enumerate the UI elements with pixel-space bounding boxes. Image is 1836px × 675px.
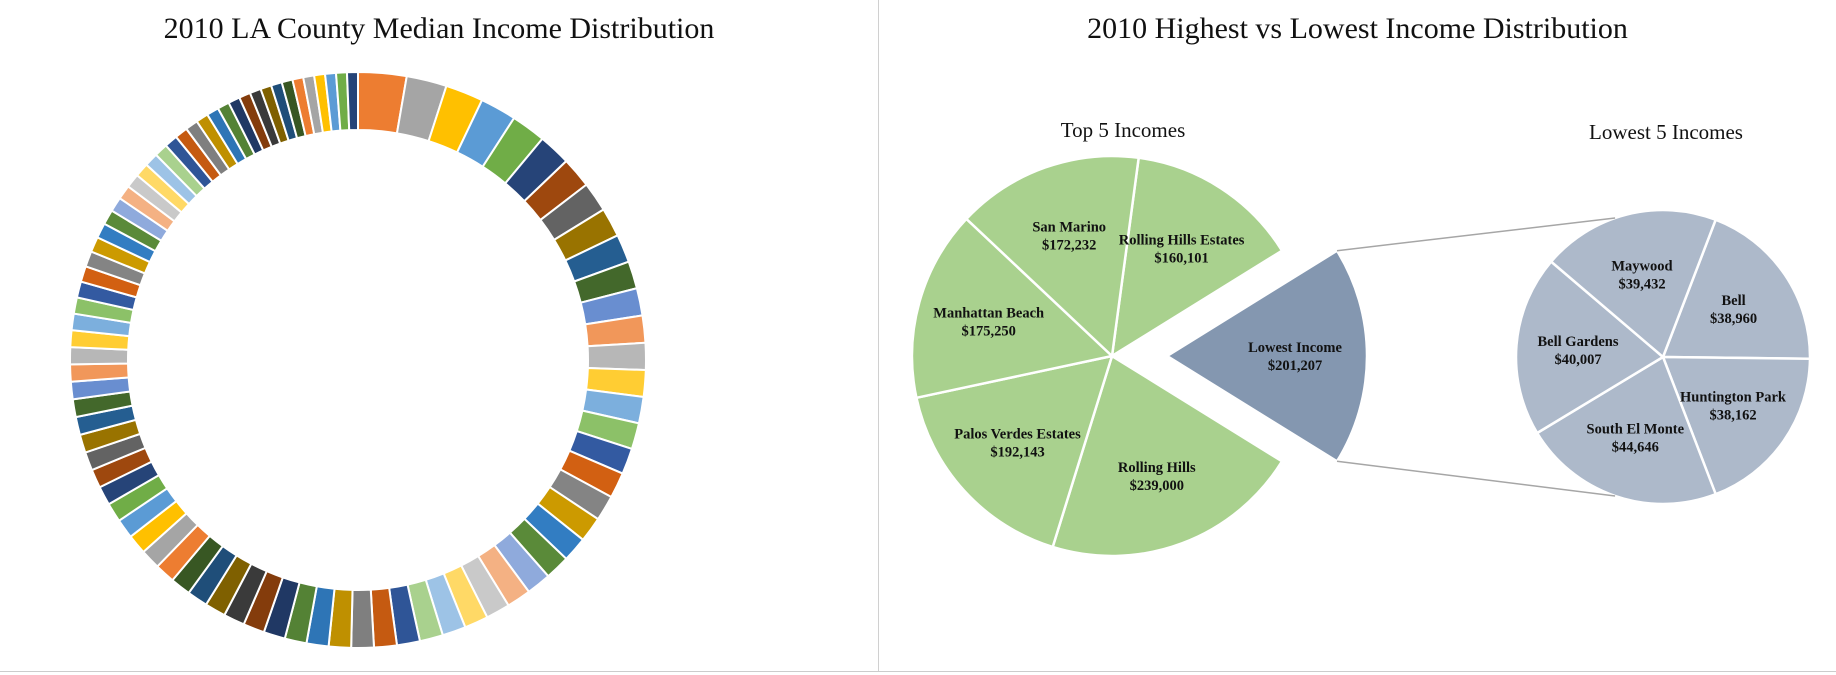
connector-line — [1336, 460, 1616, 497]
doughnut-slice — [345, 70, 359, 132]
doughnut-slice — [586, 341, 647, 372]
main-pie-data-label: Manhattan Beach $175,250 — [933, 306, 1044, 340]
secondary-pie-data-label: Huntington Park $38,162 — [1680, 390, 1787, 424]
main-pie-data-label: Lowest Income $201,207 — [1248, 340, 1342, 374]
main-pie-slice — [964, 154, 1141, 359]
bottom-axis-line — [0, 671, 1836, 675]
doughnut-slice — [69, 362, 130, 383]
pie-of-pie-chart-panel: 2010 Highest vs Lowest Income Distributi… — [879, 0, 1836, 672]
secondary-pie-slice — [1514, 259, 1666, 435]
main-pie-data-label: Rolling Hills $239,000 — [1118, 460, 1196, 494]
secondary-pie-slice — [1661, 355, 1812, 496]
doughnut-chart-panel: 2010 LA County Median Income Distributio… — [0, 0, 879, 672]
doughnut-slice — [350, 588, 376, 650]
main-pie-data-label: Rolling Hills Estates $160,101 — [1119, 233, 1245, 267]
main-pie-data-label: San Marino $172,232 — [1032, 219, 1106, 253]
secondary-pie-data-label: Bell Gardens $40,007 — [1538, 334, 1619, 368]
main-pie-slice — [910, 217, 1115, 400]
main-pie-slice — [1164, 248, 1369, 464]
main-pie-slice — [1051, 354, 1284, 558]
main-pie-slice — [914, 354, 1114, 549]
pie-of-pie-chart: Top 5 Incomes Lowest 5 Incomes Rolling H… — [910, 118, 1812, 558]
pie-of-pie-chart-title: 2010 Highest vs Lowest Income Distributi… — [1087, 12, 1628, 45]
secondary-pie-data-label: Maywood $39,432 — [1611, 258, 1672, 292]
lowest-5-subtitle: Lowest 5 Incomes — [1589, 120, 1743, 144]
main-pie-slice — [1110, 156, 1284, 359]
doughnut-chart — [68, 70, 647, 650]
secondary-pie-slice — [1661, 218, 1812, 361]
doughnut-chart-title: 2010 LA County Median Income Distributio… — [163, 12, 715, 45]
secondary-pie-slice — [1535, 355, 1718, 506]
top-5-subtitle: Top 5 Incomes — [1061, 118, 1186, 142]
connector-line — [1336, 217, 1616, 252]
secondary-pie-data-label: South El Monte $44,646 — [1587, 422, 1685, 456]
secondary-pie-data-label: Bell $38,960 — [1710, 293, 1757, 327]
secondary-pie-slice — [1549, 208, 1718, 360]
main-pie-data-label: Palos Verdes Estates $192,143 — [954, 426, 1081, 460]
